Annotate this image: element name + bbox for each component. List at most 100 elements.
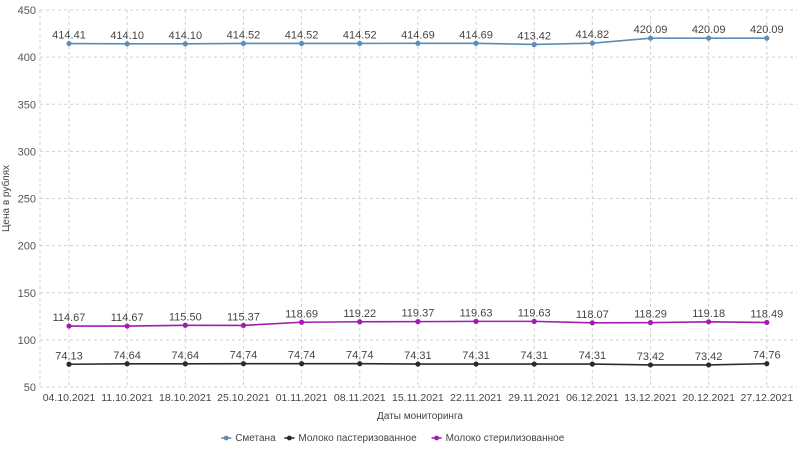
data-point[interactable] bbox=[357, 361, 363, 367]
y-tick-label: 300 bbox=[18, 146, 36, 158]
data-label: 74.74 bbox=[230, 350, 258, 362]
series-3 bbox=[66, 318, 770, 329]
data-point[interactable] bbox=[531, 361, 537, 367]
data-point[interactable] bbox=[764, 319, 770, 326]
series-1 bbox=[66, 35, 770, 48]
data-point[interactable] bbox=[299, 40, 305, 47]
legend-item[interactable]: Сметана bbox=[221, 433, 276, 444]
data-point[interactable] bbox=[706, 362, 712, 368]
data-point[interactable] bbox=[357, 40, 363, 47]
data-point[interactable] bbox=[473, 361, 479, 367]
series-2 bbox=[66, 361, 770, 368]
data-label: 414.10 bbox=[168, 30, 202, 42]
data-label: 118.69 bbox=[285, 308, 318, 320]
y-tick-label: 250 bbox=[18, 194, 36, 206]
data-labels: 414.41 414.10 414.10 414.52 414.52 414.52 414.… bbox=[52, 24, 783, 363]
data-label: 74.31 bbox=[462, 350, 490, 362]
data-label: 414.10 bbox=[110, 30, 144, 42]
data-point[interactable] bbox=[415, 319, 421, 325]
data-point[interactable] bbox=[182, 322, 188, 328]
data-point[interactable] bbox=[415, 40, 421, 46]
x-tick-label: 04.10.2021 bbox=[43, 392, 96, 404]
x-tick-label: 01.11.2021 bbox=[276, 392, 328, 404]
x-tick-label: 18.10.2021 bbox=[159, 392, 212, 404]
y-axis-label: Цена в рублях bbox=[0, 165, 12, 232]
data-label: 118.29 bbox=[634, 309, 667, 321]
data-label: 420.09 bbox=[750, 24, 784, 36]
legend-marker-icon bbox=[223, 435, 229, 441]
data-label: 114.67 bbox=[53, 312, 86, 324]
data-label: 420.09 bbox=[634, 24, 668, 36]
legend-item[interactable]: Молоко пастеризованное bbox=[284, 433, 417, 444]
data-label: 414.82 bbox=[576, 29, 610, 41]
y-tick-label: 350 bbox=[18, 99, 36, 111]
data-point[interactable] bbox=[182, 41, 188, 47]
data-label: 414.52 bbox=[343, 29, 377, 41]
data-point[interactable] bbox=[764, 35, 770, 41]
data-point[interactable] bbox=[124, 361, 130, 367]
y-tick-label: 400 bbox=[18, 52, 36, 64]
data-label: 74.31 bbox=[520, 350, 548, 362]
data-point[interactable] bbox=[66, 40, 72, 47]
data-point[interactable] bbox=[299, 319, 305, 325]
data-point[interactable] bbox=[589, 40, 595, 46]
data-point[interactable] bbox=[473, 40, 479, 46]
data-label: 119.18 bbox=[692, 308, 725, 320]
data-point[interactable] bbox=[473, 318, 479, 324]
data-label: 119.63 bbox=[460, 307, 493, 319]
data-label: 74.31 bbox=[404, 350, 432, 362]
y-tick-label: 450 bbox=[18, 5, 36, 17]
series-group bbox=[66, 35, 770, 368]
data-point[interactable] bbox=[66, 323, 72, 329]
x-tick-label: 11.10.2021 bbox=[101, 392, 153, 404]
data-point[interactable] bbox=[415, 361, 421, 367]
x-tick-label: 08.11.2021 bbox=[334, 392, 386, 404]
data-label: 414.69 bbox=[459, 29, 493, 41]
x-axis-label: Даты мониторинга bbox=[377, 411, 463, 422]
data-point[interactable] bbox=[531, 41, 537, 48]
legend: Сметана Молоко пастеризованное Молоко стер… bbox=[221, 433, 565, 444]
data-label: 420.09 bbox=[692, 24, 726, 36]
data-point[interactable] bbox=[357, 319, 363, 325]
data-point[interactable] bbox=[706, 35, 712, 41]
data-label: 118.49 bbox=[750, 308, 783, 320]
legend-label: Сметана bbox=[235, 433, 276, 444]
data-point[interactable] bbox=[764, 361, 770, 367]
data-label: 74.64 bbox=[172, 350, 200, 362]
data-point[interactable] bbox=[589, 320, 595, 326]
data-point[interactable] bbox=[240, 361, 247, 367]
legend-item[interactable]: Молоко стерилизованное bbox=[431, 433, 565, 444]
axes: 50 100 150 200 250 300 350 400 450 04.10.2021 11.1… bbox=[18, 5, 794, 404]
data-point[interactable] bbox=[66, 361, 72, 367]
data-point[interactable] bbox=[124, 323, 130, 329]
data-point[interactable] bbox=[240, 322, 247, 328]
data-point[interactable] bbox=[182, 361, 188, 367]
data-point[interactable] bbox=[299, 361, 305, 367]
y-tick-label: 100 bbox=[18, 335, 36, 347]
legend-label: Молоко стерилизованное bbox=[446, 433, 565, 444]
data-label: 115.50 bbox=[169, 311, 202, 323]
data-point[interactable] bbox=[124, 41, 130, 47]
data-label: 74.64 bbox=[113, 350, 141, 362]
data-point[interactable] bbox=[240, 40, 247, 47]
data-label: 414.41 bbox=[52, 30, 86, 42]
data-point[interactable] bbox=[706, 319, 712, 325]
data-point[interactable] bbox=[647, 35, 654, 41]
data-label: 114.67 bbox=[111, 312, 144, 324]
data-point[interactable] bbox=[647, 320, 654, 326]
data-label: 119.22 bbox=[343, 308, 376, 320]
data-point[interactable] bbox=[589, 361, 595, 367]
data-point[interactable] bbox=[531, 318, 537, 324]
data-label: 74.74 bbox=[288, 350, 316, 362]
legend-marker-icon bbox=[287, 435, 292, 441]
data-label: 74.31 bbox=[579, 350, 607, 362]
data-label: 119.37 bbox=[401, 308, 434, 320]
data-label: 413.42 bbox=[517, 30, 551, 42]
legend-marker-icon bbox=[434, 435, 439, 441]
x-tick-label: 25.10.2021 bbox=[217, 392, 270, 404]
grid bbox=[40, 9, 797, 388]
data-label: 74.76 bbox=[753, 350, 781, 362]
x-tick-label: 15.11.2021 bbox=[392, 392, 444, 404]
data-point[interactable] bbox=[647, 362, 654, 368]
